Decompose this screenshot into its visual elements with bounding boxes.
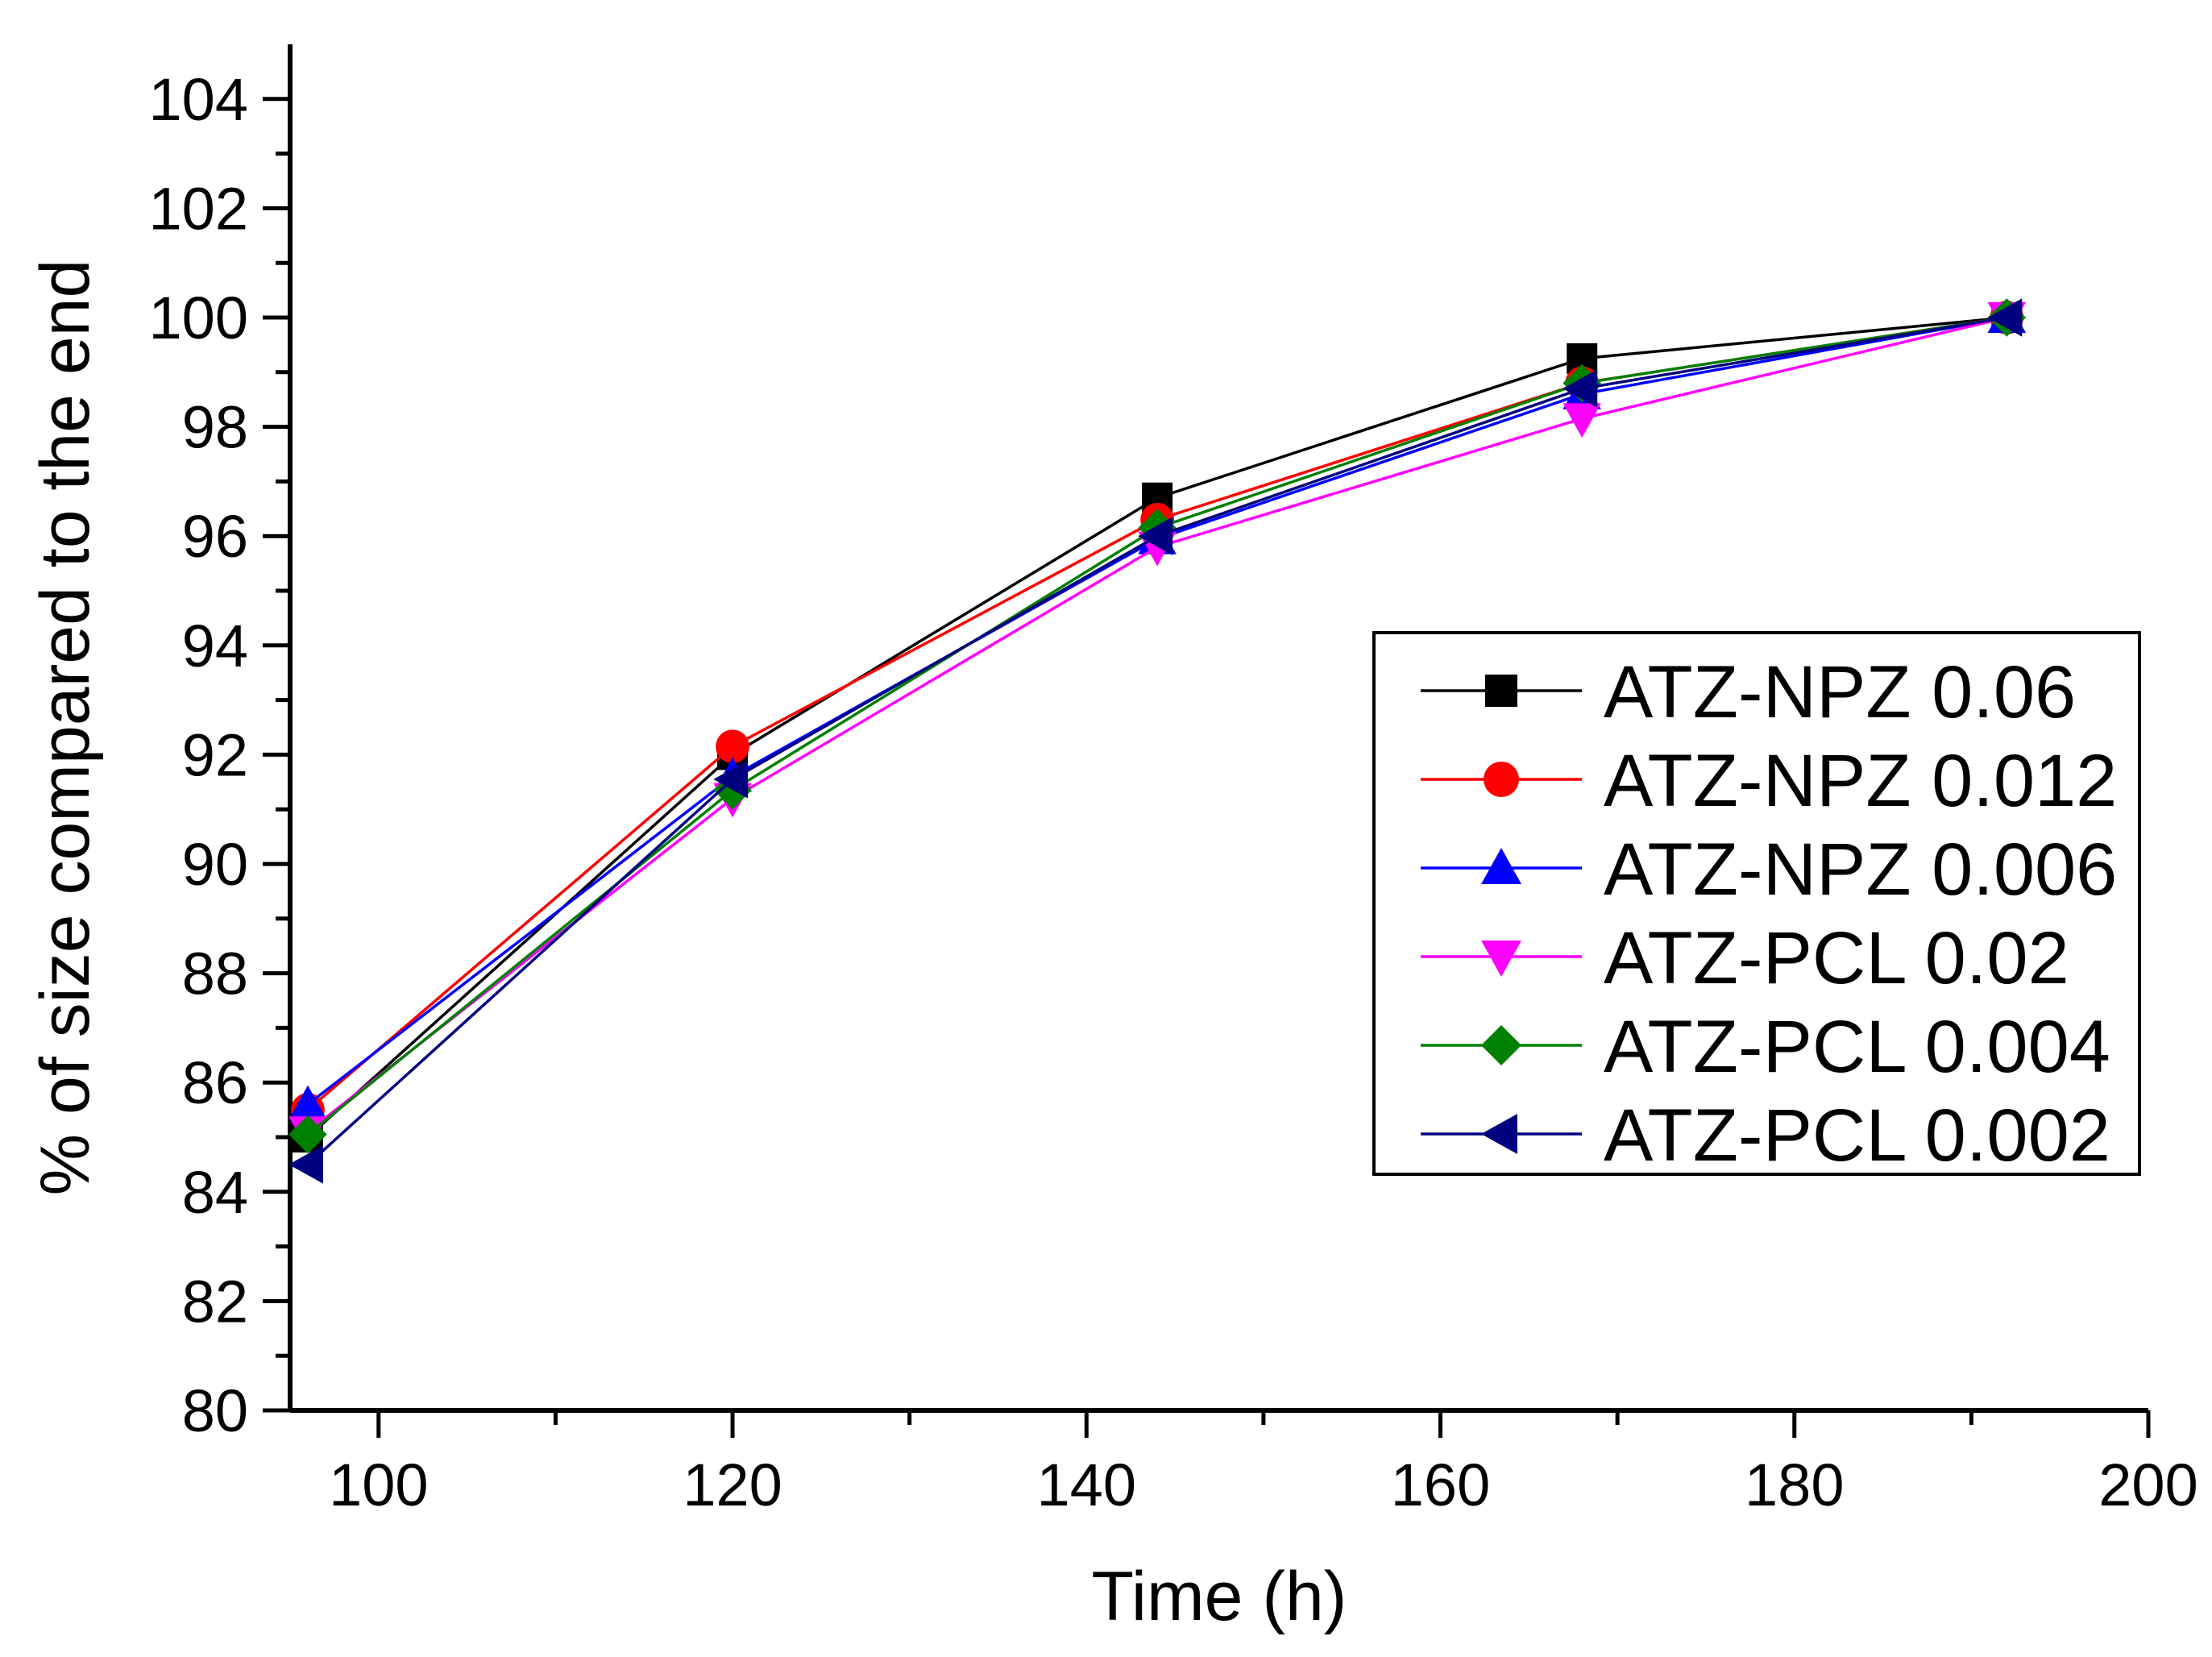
x-tick-label: 120: [683, 1451, 782, 1518]
legend-marker: [1481, 941, 1521, 977]
legend-item: ATZ-PCL 0.002: [1421, 1094, 2110, 1177]
y-tick-label: 98: [182, 394, 248, 461]
axes-group: 80 82 84 86 88 90 92 94 96 98 100 102 104 100 120 140 16…: [149, 44, 2198, 1518]
legend-item: ATZ-PCL 0.004: [1421, 1006, 2110, 1088]
data-point: [288, 1115, 327, 1154]
data-point: [1138, 517, 1173, 555]
y-tick-label: 92: [182, 721, 248, 788]
data-point: [713, 760, 749, 799]
x-axis-title: Time (h): [1092, 1558, 1347, 1635]
legend-marker: [1485, 675, 1517, 707]
legend-label: ATZ-NPZ 0.012: [1604, 740, 2117, 822]
x-tick-label: 100: [329, 1451, 428, 1518]
y-tick-label: 90: [182, 831, 248, 898]
data-point: [1563, 369, 1598, 408]
legend-item: ATZ-NPZ 0.006: [1421, 828, 2117, 911]
y-tick-label: 86: [182, 1049, 248, 1116]
data-point: [1563, 403, 1601, 438]
y-tick-label: 94: [182, 613, 248, 679]
series-5: [288, 298, 2023, 1184]
legend-box: [1372, 631, 2141, 1176]
legend-label: ATZ-PCL 0.02: [1604, 917, 2069, 999]
y-tick-label: 80: [182, 1377, 248, 1444]
y-tick-label: 84: [182, 1159, 248, 1226]
x-tick-label: 200: [2098, 1451, 2197, 1518]
y-tick-label: 88: [182, 941, 248, 1007]
x-tick-label: 180: [1745, 1451, 1844, 1518]
legend-marker: [1484, 762, 1519, 797]
legend-marker: [1481, 1114, 1517, 1154]
data-point: [288, 1085, 327, 1120]
y-tick-label: 96: [182, 503, 248, 570]
legend-label: ATZ-PCL 0.004: [1604, 1006, 2110, 1088]
data-point: [288, 1145, 323, 1184]
y-tick-label: 104: [149, 66, 248, 133]
legend-label: ATZ-NPZ 0.006: [1604, 828, 2117, 911]
legend-marker: [1481, 848, 1521, 884]
x-tick-label: 160: [1391, 1451, 1490, 1518]
x-tick-label: 140: [1037, 1451, 1136, 1518]
legend-marker: [1481, 1025, 1521, 1065]
y-tick-label: 102: [149, 175, 248, 242]
legend-label: ATZ-NPZ 0.06: [1604, 651, 2076, 733]
legend-label: ATZ-PCL 0.002: [1604, 1094, 2110, 1177]
data-point: [1987, 298, 2023, 337]
series-group: [288, 298, 2027, 1184]
legend-item: ATZ-NPZ 0.06: [1421, 651, 2076, 733]
y-tick-label: 100: [149, 284, 248, 351]
legend-item: ATZ-PCL 0.02: [1421, 917, 2069, 999]
y-tick-label: 82: [182, 1268, 248, 1335]
data-point: [716, 729, 749, 764]
legend-item: ATZ-NPZ 0.012: [1421, 740, 2117, 822]
y-axis-title: % of size compared to the end: [27, 260, 104, 1196]
